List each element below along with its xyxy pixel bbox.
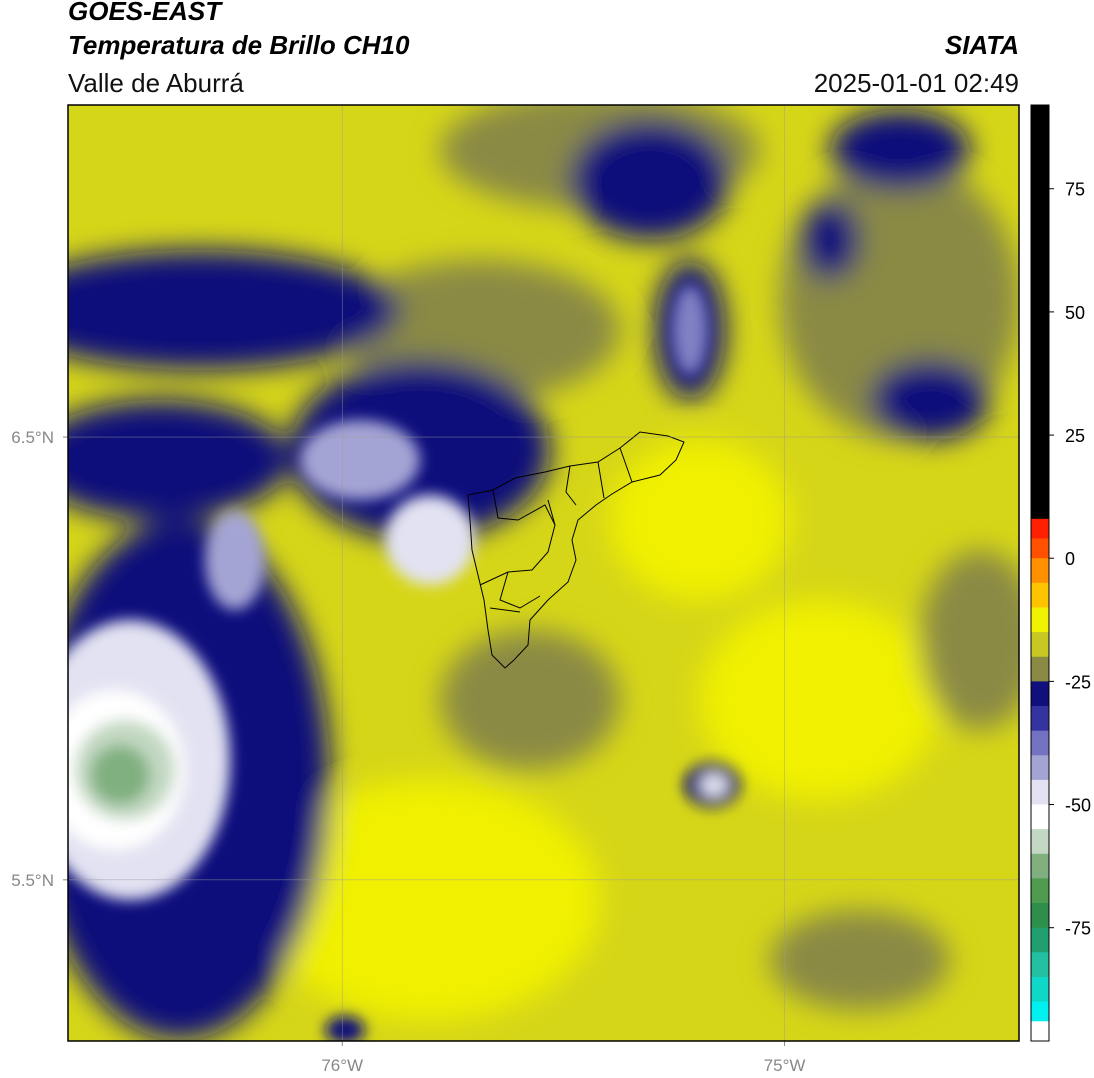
colorbar-tick-label: 0 bbox=[1065, 549, 1075, 569]
colorbar-frame bbox=[1030, 104, 1050, 1042]
colorbar-band bbox=[1031, 518, 1049, 540]
colorbar-band bbox=[1031, 632, 1049, 658]
lat-tick-label: 5.5°N bbox=[11, 871, 54, 890]
datetime-label: 2025-01-01 02:49 bbox=[814, 68, 1019, 98]
colorbar-band bbox=[1031, 878, 1049, 904]
colorbar-band bbox=[1031, 582, 1049, 608]
colorbar-band bbox=[1031, 976, 1049, 1003]
colorbar-band bbox=[1031, 730, 1049, 756]
colorbar-tick-label: 25 bbox=[1065, 426, 1085, 446]
colorbar-tick-label: 75 bbox=[1065, 180, 1085, 200]
lon-tick-label: 76°W bbox=[321, 1056, 363, 1075]
colorbar-band bbox=[1031, 607, 1049, 633]
source-label: SIATA bbox=[945, 30, 1019, 60]
colorbar-band bbox=[1031, 853, 1049, 879]
colorbar-band bbox=[1031, 927, 1049, 953]
colorbar-band bbox=[1031, 538, 1049, 559]
satellite-title: GOES-EAST bbox=[68, 0, 223, 26]
colorbar-band bbox=[1031, 779, 1049, 806]
graticule: 76°W 75°W 6.5°N 5.5°N bbox=[11, 105, 1019, 1075]
colorbar-band bbox=[1031, 706, 1049, 732]
colorbar-band bbox=[1031, 656, 1049, 682]
product-title: Temperatura de Brillo CH10 bbox=[68, 30, 410, 60]
colorbar-band bbox=[1031, 681, 1049, 707]
colorbar-band bbox=[1031, 952, 1049, 978]
colorbar-band bbox=[1031, 755, 1049, 781]
valle-aburra-boundary bbox=[467, 431, 685, 669]
colorbar-band bbox=[1031, 1021, 1049, 1042]
colorbar-tick-label: -75 bbox=[1065, 919, 1091, 939]
colorbar-band bbox=[1031, 105, 1049, 520]
colorbar-band bbox=[1031, 903, 1049, 929]
lat-tick-label: 6.5°N bbox=[11, 428, 54, 447]
colorbar-band bbox=[1031, 829, 1049, 855]
colorbar-band bbox=[1031, 804, 1049, 830]
colorbar: 75 50 25 0 -25 -50 -75 bbox=[1031, 105, 1091, 1042]
region-subtitle: Valle de Aburrá bbox=[68, 68, 244, 98]
colorbar-tick-label: -25 bbox=[1065, 672, 1091, 692]
map-frame bbox=[67, 104, 1020, 1042]
colorbar-tick-label: 50 bbox=[1065, 303, 1085, 323]
lon-tick-label: 75°W bbox=[764, 1056, 806, 1075]
brightness-field bbox=[68, 105, 1019, 1041]
colorbar-band bbox=[1031, 558, 1049, 584]
colorbar-band bbox=[1031, 1001, 1049, 1022]
colorbar-tick-label: -50 bbox=[1065, 796, 1091, 816]
